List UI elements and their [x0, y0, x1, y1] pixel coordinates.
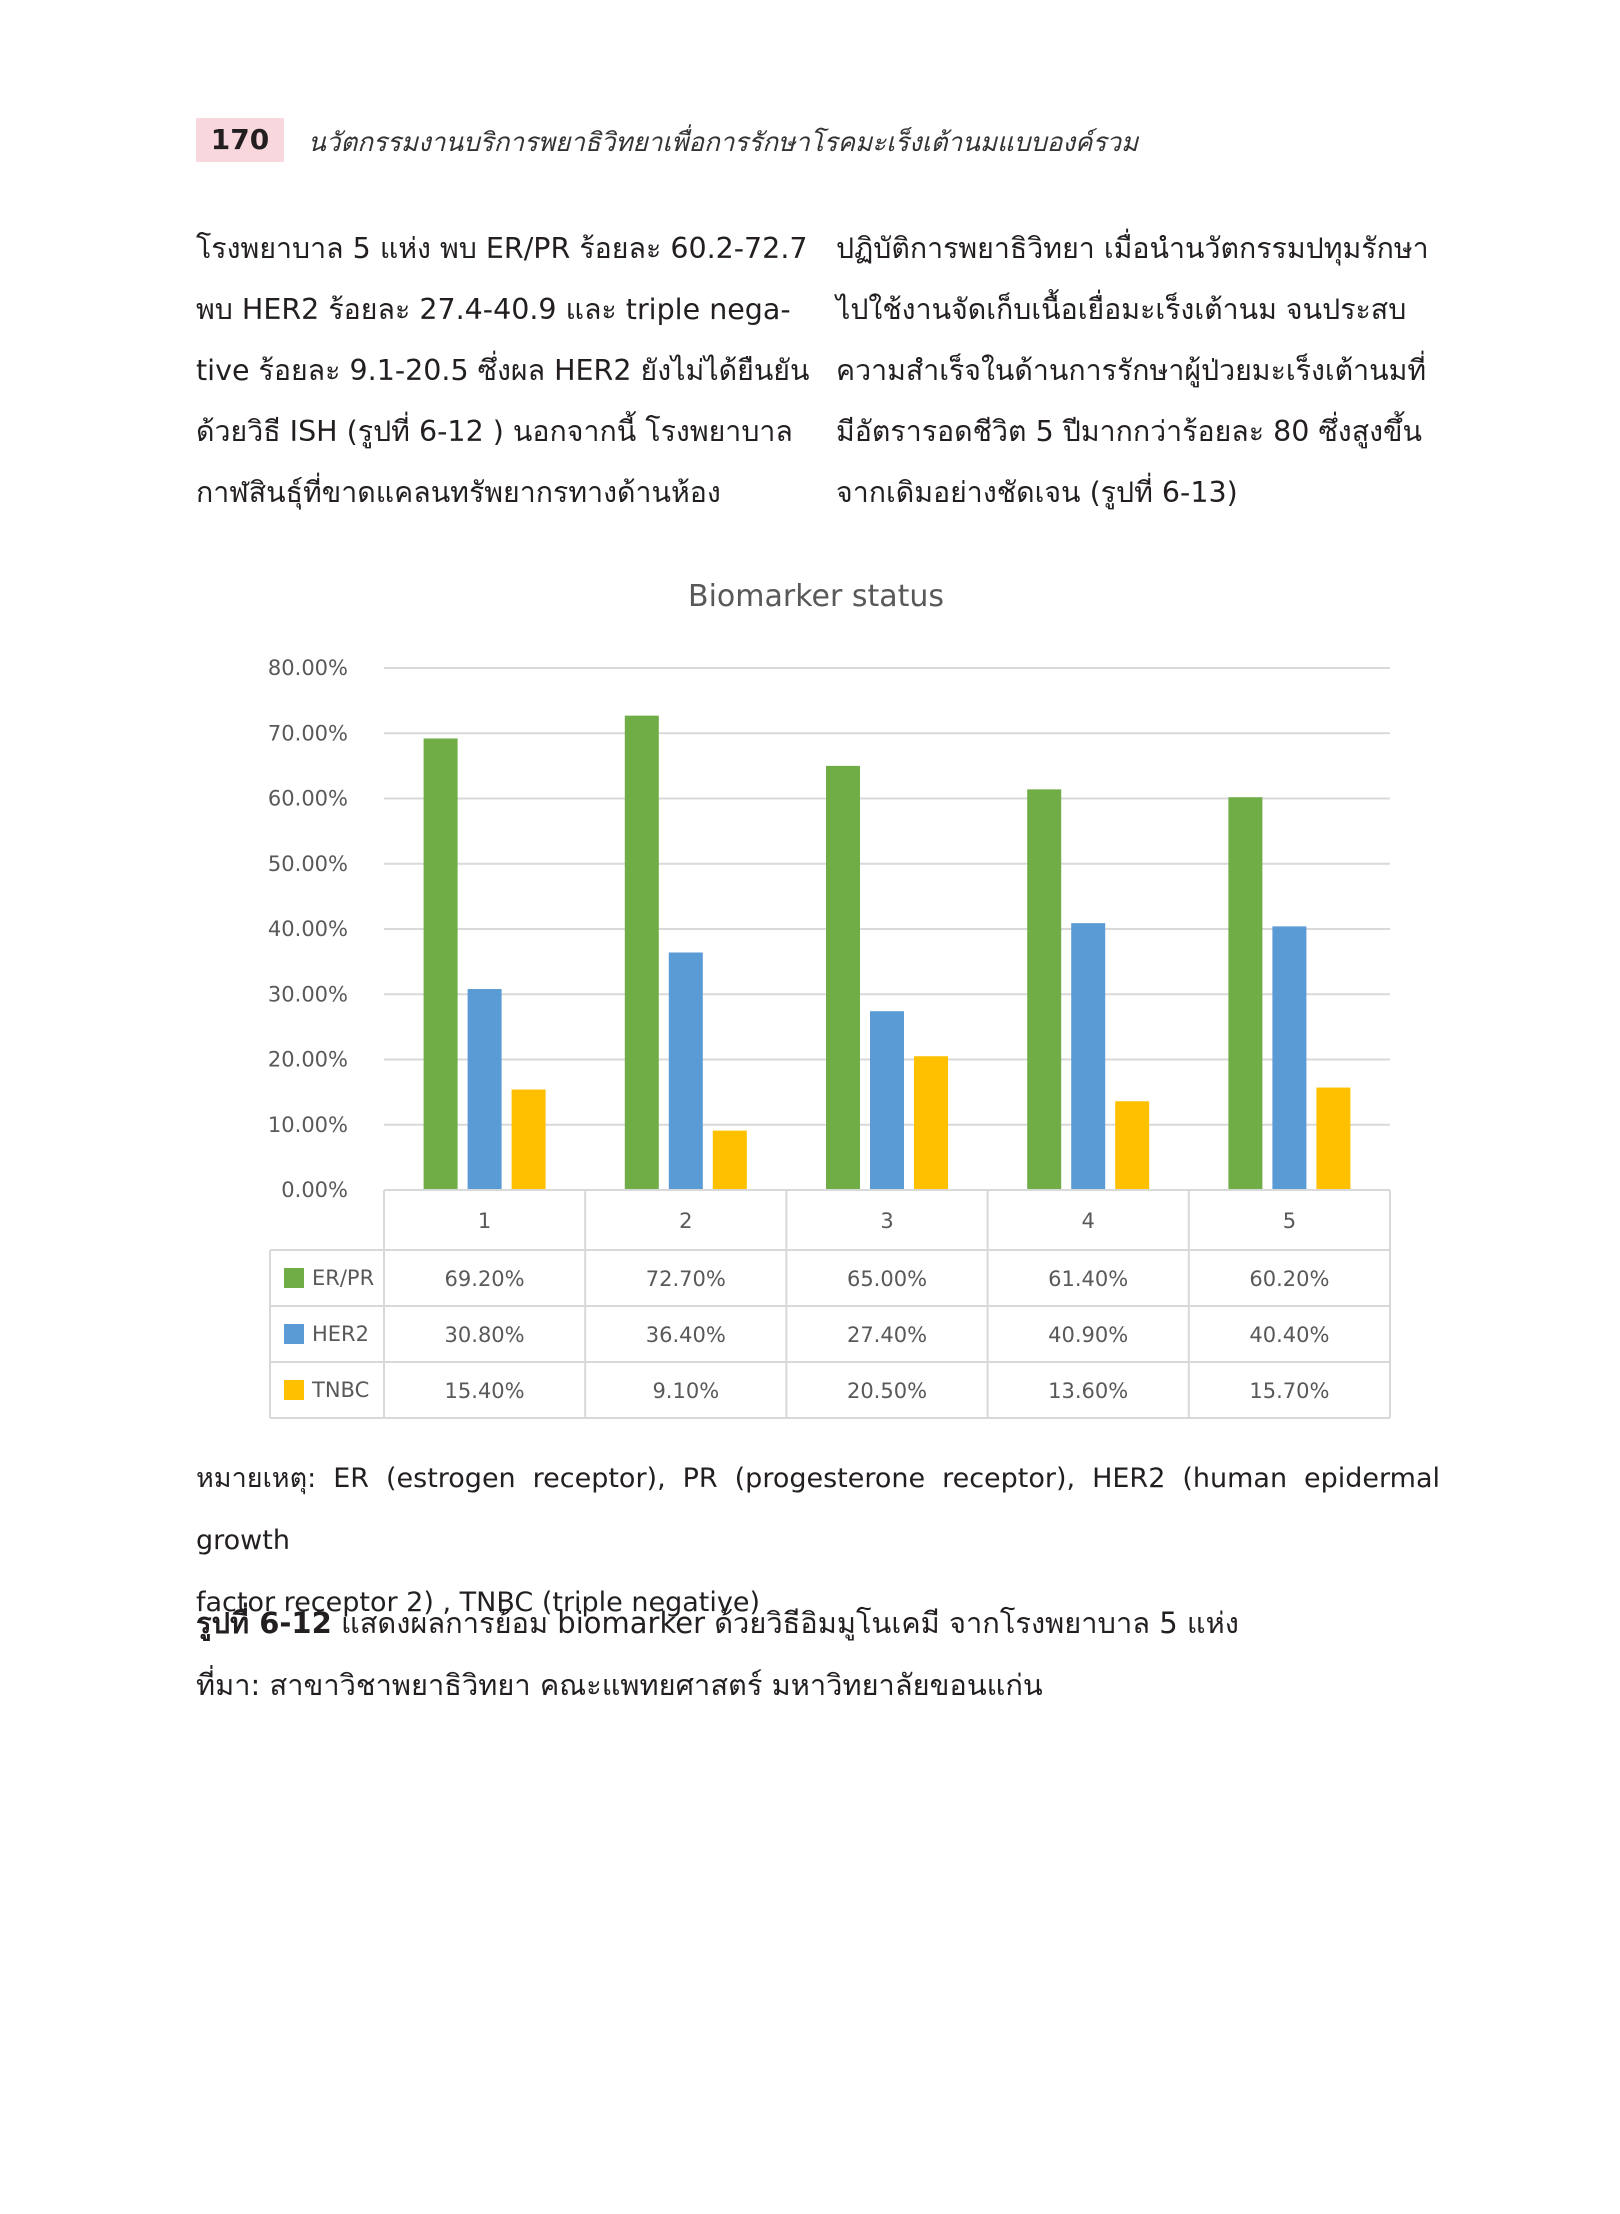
- chart-bars: [423, 715, 1351, 1190]
- caption-line: รูปที่ 6-12 แสดงผลการย้อม biomarker ด้วย…: [196, 1592, 1440, 1654]
- legend-label: ER/PR: [312, 1266, 374, 1290]
- text-line: จากเดิมอย่างชัดเจน (รูปที่ 6-13): [836, 476, 1238, 509]
- data-label: 20.50%: [847, 1379, 927, 1403]
- y-tick-label: 60.00%: [268, 787, 348, 811]
- legend-swatch: [284, 1324, 304, 1344]
- y-tick-label: 70.00%: [268, 721, 348, 745]
- data-label: 13.60%: [1048, 1379, 1128, 1403]
- chart-data-table: 1 2 3 4 5 ER/PR 69.20% 72.70% 65.00% 61.40% 60.20%…: [269, 1189, 1391, 1419]
- bar-her2: [870, 1011, 904, 1190]
- data-label: 15.70%: [1249, 1379, 1329, 1403]
- data-label: 61.40%: [1048, 1267, 1128, 1291]
- text-line: พบ HER2 ร้อยละ 27.4-40.9 และ triple nega…: [196, 293, 791, 326]
- text-line: โรงพยาบาล 5 แห่ง พบ ER/PR ร้อยละ 60.2-72…: [196, 232, 808, 265]
- text-line: tive ร้อยละ 9.1-20.5 ซึ่งผล HER2 ยังไม่ไ…: [196, 354, 810, 387]
- data-label: 72.70%: [646, 1267, 726, 1291]
- text-line: มีอัตรารอดชีวิต 5 ปีมากกว่าร้อยละ 80 ซึ่…: [836, 415, 1422, 448]
- caption-source: ที่มา: สาขาวิชาพยาธิวิทยา คณะแพทยศาสตร์ …: [196, 1668, 1043, 1702]
- legend-swatch: [284, 1268, 304, 1288]
- data-label: 69.20%: [445, 1267, 525, 1291]
- bar-tnbc: [914, 1056, 948, 1190]
- body-paragraph-left: โรงพยาบาล 5 แห่ง พบ ER/PR ร้อยละ 60.2-72…: [196, 218, 810, 523]
- data-label: 30.80%: [445, 1323, 525, 1347]
- category-label: 3: [880, 1209, 893, 1233]
- bar-her2: [1272, 926, 1307, 1190]
- body-text-right-column: ปฏิบัติการพยาธิวิทยา เมื่อนำนวัตกรรมปทุม…: [836, 218, 1440, 523]
- bar-er-pr: [826, 765, 860, 1190]
- text-line: ความสำเร็จในด้านการรักษาผู้ป่วยมะเร็งเต้…: [836, 354, 1427, 387]
- text-line: ปฏิบัติการพยาธิวิทยา เมื่อนำนวัตกรรมปทุม…: [836, 232, 1429, 265]
- y-tick-label: 80.00%: [268, 656, 348, 680]
- bar-er-pr: [624, 715, 659, 1190]
- bar-tnbc: [511, 1089, 546, 1190]
- text-line: ไปใช้งานจัดเก็บเนื้อเยื่อมะเร็งเต้านม จน…: [836, 293, 1407, 326]
- bar-tnbc: [1316, 1087, 1351, 1190]
- y-axis-ticks: 0.00% 10.00% 20.00% 30.00% 40.00% 50.00% 60.00…: [268, 656, 348, 1202]
- y-tick-label: 0.00%: [281, 1178, 348, 1202]
- chart-note: หมายเหตุ: ER (estrogen receptor), PR (pr…: [196, 1448, 1440, 1634]
- bar-her2: [1071, 923, 1106, 1190]
- bar-her2: [668, 952, 703, 1190]
- page-number: 170: [196, 118, 284, 162]
- figure-caption: รูปที่ 6-12 แสดงผลการย้อม biomarker ด้วย…: [196, 1592, 1440, 1716]
- category-label: 5: [1283, 1209, 1296, 1233]
- note-line: หมายเหตุ: ER (estrogen receptor), PR (pr…: [196, 1463, 1440, 1556]
- legend-swatch: [284, 1380, 304, 1400]
- category-label: 4: [1082, 1209, 1095, 1233]
- data-label: 40.90%: [1048, 1323, 1128, 1347]
- legend-label: HER2: [312, 1322, 369, 1346]
- bar-tnbc: [1115, 1101, 1150, 1190]
- chart-gridlines: [384, 667, 1390, 1126]
- note-line: factor receptor 2) , TNBC (triple negati…: [196, 1587, 760, 1618]
- text-line: กาฬสินธุ์ที่ขาดแคลนทรัพยากรทางด้านห้อง: [196, 476, 721, 509]
- bar-tnbc: [712, 1130, 747, 1190]
- y-tick-label: 50.00%: [268, 852, 348, 876]
- data-label: 36.40%: [646, 1323, 726, 1347]
- body-paragraph-right: ปฏิบัติการพยาธิวิทยา เมื่อนำนวัตกรรมปทุม…: [836, 218, 1440, 523]
- biomarker-bar-chart: Biomarker status 0.00%10.00%20.00%30.00%…: [268, 579, 1391, 1419]
- caption-text: แสดงผลการย้อม biomarker ด้วยวิธีอิมมูโนเ…: [331, 1606, 1239, 1640]
- y-tick-label: 20.00%: [268, 1048, 348, 1072]
- bar-her2: [467, 989, 502, 1190]
- running-title: นวัตกรรมงานบริการพยาธิวิทยาเพื่อการรักษา…: [308, 128, 1139, 158]
- data-label: 27.40%: [847, 1323, 927, 1347]
- data-label: 40.40%: [1249, 1323, 1329, 1347]
- bar-er-pr: [423, 738, 458, 1190]
- caption-label: รูปที่ 6-12: [196, 1606, 332, 1640]
- data-label: 15.40%: [445, 1379, 525, 1403]
- data-label: 65.00%: [847, 1267, 927, 1291]
- bar-er-pr: [1228, 797, 1263, 1190]
- y-tick-label: 40.00%: [268, 917, 348, 941]
- data-label: 9.10%: [652, 1379, 719, 1403]
- bar-er-pr: [1027, 789, 1062, 1190]
- legend-label: TNBC: [311, 1378, 369, 1402]
- data-label: 60.20%: [1249, 1267, 1329, 1291]
- text-line: ด้วยวิธี ISH (รูปที่ 6-12 ) นอกจากนี้ โร…: [196, 415, 793, 448]
- body-text-left-column: โรงพยาบาล 5 แห่ง พบ ER/PR ร้อยละ 60.2-72…: [196, 218, 810, 523]
- category-label: 2: [679, 1209, 692, 1233]
- y-tick-label: 10.00%: [268, 1113, 348, 1137]
- chart-title: Biomarker status: [688, 579, 944, 614]
- y-tick-label: 30.00%: [268, 982, 348, 1006]
- category-label: 1: [478, 1209, 491, 1233]
